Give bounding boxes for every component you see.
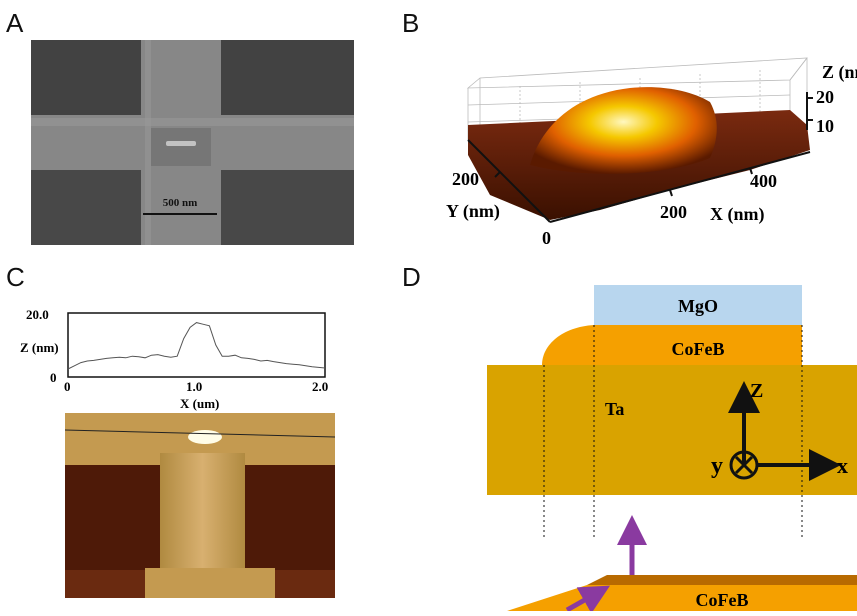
cofeb-top-layer bbox=[542, 325, 802, 365]
profile-series-line bbox=[67, 322, 326, 370]
y-tick-200: 200 bbox=[452, 169, 479, 189]
x-tick-0: 0 bbox=[64, 379, 71, 394]
z-tick-20: 20 bbox=[816, 87, 834, 107]
device-schematic-panel: MgO CoFeB Ta Z y x CoFeB bbox=[487, 285, 857, 614]
x-axis bbox=[549, 151, 811, 223]
x-tick-2: 2.0 bbox=[312, 379, 328, 394]
schematic: MgO CoFeB Ta Z y x CoFeB bbox=[487, 285, 857, 614]
profile-xlabel: X (um) bbox=[180, 396, 219, 411]
x-tick-1: 1.0 bbox=[186, 379, 202, 394]
panel-label-c: C bbox=[6, 262, 25, 292]
x-axis-label: X (nm) bbox=[710, 204, 765, 225]
y-tick-20: 20.0 bbox=[26, 307, 49, 322]
profile-frame bbox=[67, 312, 326, 378]
z-axis-symbol-label: Z bbox=[750, 380, 763, 402]
cofeb-bottom-top-face bbox=[587, 575, 857, 585]
ta-label: Ta bbox=[605, 399, 624, 419]
y-tick-0: 0 bbox=[50, 370, 57, 385]
profile-chart: 20.0 0 Z (nm) 0 1.0 2.0 X (um) bbox=[20, 307, 328, 411]
panel-label-d: D bbox=[402, 262, 421, 292]
mgo-label: MgO bbox=[678, 296, 718, 316]
y-axis bbox=[467, 139, 551, 223]
cofeb-bottom-label: CoFeB bbox=[696, 590, 749, 610]
x-axis-symbol-label: x bbox=[837, 453, 848, 478]
x-tick-400: 400 bbox=[750, 171, 777, 191]
cofeb-bottom-layer bbox=[507, 585, 857, 611]
y-axis-symbol-label: y bbox=[711, 453, 723, 479]
afm-3d-panel: Z (nm) 20 10 200 Y (nm) 0 200 X (nm) 400 bbox=[420, 40, 857, 255]
afm-topview-image bbox=[65, 413, 335, 598]
z-tick-10: 10 bbox=[816, 116, 834, 136]
sem-image: 500 nm bbox=[31, 40, 354, 245]
mgo-layer bbox=[594, 285, 802, 325]
cofeb-top-label: CoFeB bbox=[672, 339, 725, 359]
afm-topview-nanowire bbox=[188, 430, 222, 444]
afm-profile-panel: 20.0 0 Z (nm) 0 1.0 2.0 X (um) bbox=[20, 300, 340, 611]
afm-3d-plot: Z (nm) 20 10 200 Y (nm) 0 200 X (nm) 400 bbox=[446, 57, 857, 248]
afm-bump bbox=[530, 87, 717, 174]
ta-layer bbox=[487, 365, 857, 495]
panel-label-a: A bbox=[6, 8, 24, 38]
afm-scan-line bbox=[65, 429, 335, 438]
z-axis-label: Z (nm) bbox=[822, 62, 857, 83]
y-tick-0: 0 bbox=[542, 228, 551, 248]
panel-label-b: B bbox=[402, 8, 420, 38]
y-axis-label: Y (nm) bbox=[446, 201, 500, 222]
x-tick-200: 200 bbox=[660, 202, 687, 222]
profile-ylabel: Z (nm) bbox=[20, 340, 59, 355]
scale-bar-label: 500 nm bbox=[163, 197, 198, 209]
sem-image-panel: 500 nm bbox=[31, 40, 354, 245]
magnetization-inplane-arrow bbox=[565, 585, 611, 614]
